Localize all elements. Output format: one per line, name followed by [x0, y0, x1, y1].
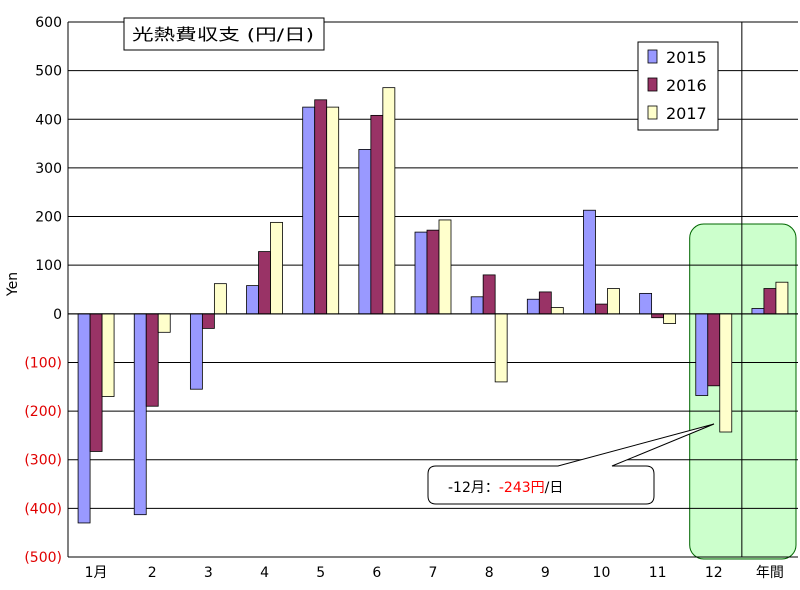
bar-2017-7 — [438, 219, 452, 315]
bar-2015-8 — [470, 296, 484, 315]
x-tick-label: 12 — [705, 565, 723, 581]
bar-2016-1月 — [89, 313, 103, 452]
y-tick-label: 200 — [35, 210, 62, 226]
bar-2017-8 — [494, 313, 508, 383]
bar-2016-2 — [145, 313, 159, 407]
bar-2017-2 — [157, 313, 171, 333]
axes — [67, 22, 798, 557]
x-tick-label: 10 — [593, 565, 611, 581]
bar-2017-12 — [719, 313, 733, 433]
bar-2016-10 — [595, 303, 608, 315]
y-tick-label: (200) — [24, 404, 62, 420]
x-tick-label: 年間 — [756, 565, 784, 581]
bar-2016-9 — [538, 291, 552, 315]
y-tick-label: 600 — [35, 15, 62, 31]
annotation-suffix: /日 — [545, 480, 564, 496]
bar-2015-11 — [639, 292, 653, 315]
bar-2016-7 — [426, 229, 440, 315]
bar-2016-6 — [370, 114, 384, 315]
bar-2015-5 — [302, 106, 316, 315]
y-tick-label: 400 — [35, 112, 62, 128]
bar-2016-8 — [482, 274, 496, 315]
y-tick-label: 100 — [35, 258, 62, 274]
bar-2017-4 — [270, 221, 283, 315]
annotation-prefix: -12月： — [448, 480, 499, 496]
bar-2016-12 — [707, 313, 721, 387]
chart-title: 光熱費収支 (円/日) — [132, 25, 314, 44]
bar-2015-年間 — [751, 308, 765, 315]
bar-2017-3 — [213, 283, 227, 315]
bar-2015-1月 — [77, 313, 91, 524]
bar-2015-2 — [133, 313, 147, 516]
annotation-text: -12月：-243円/日 — [448, 480, 563, 496]
annotation-callout: -12月：-243円/日 — [427, 423, 715, 505]
y-axis-label: Yen — [5, 272, 21, 297]
x-tick-label: 5 — [316, 565, 325, 581]
bar-2017-6 — [382, 87, 396, 315]
y-tick-label: 0 — [53, 307, 62, 323]
y-tick-label: (400) — [24, 501, 62, 517]
legend-swatch — [647, 77, 658, 92]
bar-2015-6 — [358, 149, 372, 315]
x-tick-label: 6 — [372, 565, 381, 581]
legend: 2015 2016 2017 — [637, 41, 719, 131]
y-tick-label: 500 — [35, 64, 62, 80]
legend-label: 2017 — [666, 104, 707, 123]
x-tick-label: 1月 — [85, 565, 108, 581]
bar-2015-12 — [695, 313, 709, 396]
bar-2015-4 — [246, 285, 259, 315]
bar-2016-3 — [201, 313, 215, 329]
x-tick-label: 7 — [429, 565, 438, 581]
bar-2015-7 — [414, 231, 428, 315]
bar-2015-9 — [526, 298, 540, 315]
x-tick-label: 11 — [649, 565, 667, 581]
x-tick-label: 2 — [148, 565, 157, 581]
gridlines — [68, 21, 798, 558]
y-tick-label: (300) — [24, 453, 62, 469]
legend-label: 2015 — [666, 48, 707, 67]
bar-2017-10 — [607, 288, 620, 315]
bar-2017-11 — [663, 313, 677, 324]
legend-swatch — [647, 105, 658, 120]
legend-swatch — [647, 49, 658, 64]
bar-2016-11 — [651, 313, 665, 319]
bar-2017-年間 — [775, 281, 789, 315]
bar-2017-1月 — [101, 313, 115, 397]
bar-2017-9 — [550, 307, 564, 315]
bar-2016-4 — [258, 251, 271, 315]
y-tick-labels: 600 500 400 300 200 100 0 (100) (200) (300) (400) (… — [24, 15, 62, 566]
bar-2015-3 — [189, 313, 203, 390]
y-tick-label: (100) — [24, 355, 62, 371]
x-tick-labels: 1月 2 3 4 5 6 7 8 9 10 11 12 年間 — [85, 565, 784, 581]
bar-2016-年間 — [763, 288, 777, 315]
bar-2015-10 — [583, 209, 596, 315]
legend-label: 2016 — [666, 76, 707, 95]
y-tick-label: 300 — [35, 161, 62, 177]
bar-2017-5 — [326, 106, 340, 315]
annotation-value: -243円 — [499, 480, 545, 496]
x-tick-label: 8 — [485, 565, 494, 581]
x-tick-label: 4 — [260, 565, 269, 581]
bars — [77, 87, 789, 524]
bar-2016-5 — [314, 99, 328, 315]
y-tick-label: (500) — [24, 550, 62, 566]
chart-title-box: 光熱費収支 (円/日) — [123, 17, 325, 51]
x-tick-label: 9 — [541, 565, 550, 581]
x-tick-label: 3 — [204, 565, 213, 581]
